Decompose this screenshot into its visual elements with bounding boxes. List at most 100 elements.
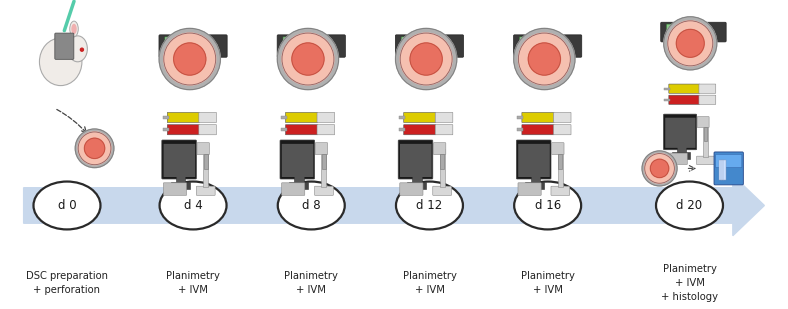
FancyBboxPatch shape [199, 112, 217, 123]
Bar [721, 160, 724, 180]
FancyBboxPatch shape [435, 125, 453, 135]
FancyBboxPatch shape [665, 118, 696, 148]
Bar [407, 182, 426, 189]
Ellipse shape [159, 181, 227, 229]
FancyBboxPatch shape [285, 112, 318, 123]
Bar [294, 175, 303, 183]
Circle shape [519, 33, 571, 85]
Bar [703, 123, 708, 157]
Bar [440, 154, 444, 169]
FancyBboxPatch shape [522, 125, 554, 135]
Circle shape [514, 28, 575, 90]
Circle shape [164, 33, 216, 85]
Bar [292, 39, 296, 80]
Circle shape [645, 154, 675, 183]
Bar [162, 129, 169, 131]
Circle shape [642, 151, 677, 186]
FancyBboxPatch shape [159, 35, 227, 57]
FancyBboxPatch shape [164, 144, 195, 177]
FancyBboxPatch shape [280, 140, 314, 179]
Bar [206, 41, 210, 74]
FancyBboxPatch shape [667, 24, 682, 40]
Bar [672, 152, 690, 159]
Bar [526, 182, 545, 189]
Bar [325, 41, 329, 74]
Circle shape [159, 28, 221, 90]
Bar [203, 149, 208, 187]
Circle shape [663, 17, 717, 70]
Bar [723, 160, 726, 180]
FancyBboxPatch shape [551, 186, 570, 195]
FancyBboxPatch shape [400, 183, 423, 195]
Ellipse shape [277, 181, 344, 229]
FancyBboxPatch shape [317, 112, 335, 123]
FancyBboxPatch shape [199, 125, 217, 135]
FancyBboxPatch shape [400, 144, 432, 177]
Ellipse shape [70, 21, 78, 37]
Circle shape [84, 138, 105, 159]
Bar [204, 154, 208, 169]
FancyArrow shape [24, 175, 764, 236]
Bar [664, 87, 671, 90]
Bar [528, 39, 532, 80]
Ellipse shape [39, 38, 82, 86]
FancyBboxPatch shape [519, 144, 550, 177]
FancyBboxPatch shape [283, 37, 299, 55]
Bar [558, 149, 563, 187]
FancyBboxPatch shape [697, 156, 715, 165]
FancyBboxPatch shape [519, 37, 535, 55]
FancyBboxPatch shape [398, 140, 433, 179]
Bar [559, 154, 563, 169]
FancyBboxPatch shape [403, 112, 436, 123]
Bar [322, 149, 326, 187]
FancyBboxPatch shape [282, 144, 314, 177]
FancyBboxPatch shape [669, 84, 700, 93]
Bar [412, 175, 422, 183]
FancyBboxPatch shape [163, 183, 187, 195]
Bar [410, 39, 414, 80]
Bar [677, 146, 686, 153]
FancyBboxPatch shape [433, 186, 452, 195]
Ellipse shape [34, 181, 101, 229]
Bar [664, 99, 671, 101]
FancyBboxPatch shape [317, 125, 335, 135]
Bar [440, 149, 444, 187]
Circle shape [400, 33, 452, 85]
FancyBboxPatch shape [433, 143, 446, 154]
FancyBboxPatch shape [699, 95, 716, 104]
Text: Planimetry
+ IVM: Planimetry + IVM [521, 271, 574, 295]
Bar [162, 116, 169, 119]
FancyBboxPatch shape [553, 125, 571, 135]
Circle shape [410, 43, 442, 75]
FancyBboxPatch shape [197, 143, 210, 154]
Circle shape [173, 43, 206, 75]
Text: d 16: d 16 [534, 199, 561, 212]
FancyBboxPatch shape [522, 112, 554, 123]
Circle shape [528, 43, 560, 75]
Bar [171, 182, 190, 189]
Bar [322, 154, 326, 169]
Circle shape [292, 43, 324, 75]
Text: Planimetry
+ IVM
+ histology: Planimetry + IVM + histology [661, 264, 718, 302]
FancyBboxPatch shape [315, 143, 328, 154]
FancyBboxPatch shape [516, 140, 551, 179]
FancyBboxPatch shape [167, 112, 199, 123]
Circle shape [75, 129, 114, 168]
FancyBboxPatch shape [401, 37, 417, 55]
FancyBboxPatch shape [697, 116, 709, 128]
Circle shape [650, 159, 669, 178]
Text: d 0: d 0 [58, 199, 76, 212]
FancyBboxPatch shape [716, 154, 742, 168]
Text: Planimetry
+ IVM: Planimetry + IVM [403, 271, 456, 295]
FancyBboxPatch shape [277, 35, 345, 57]
Bar [706, 28, 710, 56]
Ellipse shape [71, 24, 76, 34]
Bar [281, 129, 287, 131]
FancyBboxPatch shape [314, 186, 333, 195]
FancyBboxPatch shape [514, 35, 582, 57]
FancyBboxPatch shape [663, 114, 697, 150]
Bar [176, 175, 185, 183]
Bar [281, 116, 287, 119]
FancyBboxPatch shape [553, 112, 571, 123]
Circle shape [396, 28, 457, 90]
